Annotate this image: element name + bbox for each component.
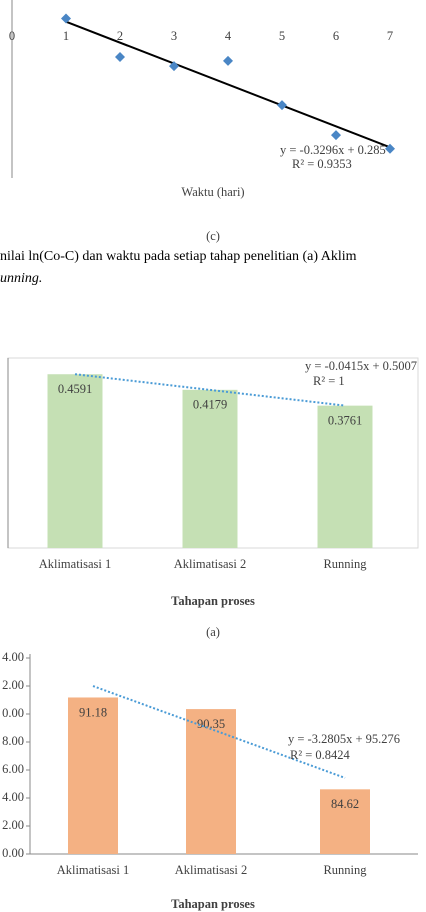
data-point bbox=[115, 51, 125, 62]
trend-line bbox=[92, 685, 346, 779]
x-tick-label: Aklimatisasi 1 bbox=[39, 557, 112, 571]
value-label: 91.18 bbox=[79, 705, 107, 719]
x-tick-label: 5 bbox=[279, 29, 285, 43]
x-tick-label: 1 bbox=[63, 29, 69, 43]
x-tick-label: Aklimatisasi 1 bbox=[57, 863, 130, 877]
trend-line bbox=[65, 20, 391, 149]
paragraph-line: unning. bbox=[0, 271, 42, 286]
equation: y = -3.2805x + 95.276 bbox=[288, 732, 400, 746]
value-label: 0.4179 bbox=[193, 398, 227, 412]
r-squared: R² = 0.8424 bbox=[290, 748, 351, 762]
x-axis-title: Tahapan proses bbox=[171, 594, 255, 608]
y-tick-label: 0.00 bbox=[2, 706, 24, 720]
caption: (c) bbox=[206, 229, 220, 243]
caption: (a) bbox=[206, 625, 220, 639]
y-tick-label: 4.00 bbox=[2, 790, 24, 804]
y-tick-label: 2.00 bbox=[2, 818, 24, 832]
value-label: 84.62 bbox=[331, 797, 359, 811]
x-axis-title: Waktu (hari) bbox=[181, 185, 244, 199]
y-tick-label: 0.00 bbox=[2, 846, 24, 860]
value-label: 0.3761 bbox=[328, 414, 362, 428]
bar bbox=[186, 709, 236, 854]
trend-line bbox=[74, 373, 346, 407]
x-tick-label: Running bbox=[323, 557, 367, 571]
y-tick-label: 2.00 bbox=[2, 678, 24, 692]
data-point bbox=[277, 100, 287, 111]
bar bbox=[317, 405, 373, 548]
x-tick-label: Aklimatisasi 2 bbox=[175, 863, 248, 877]
data-point bbox=[331, 130, 341, 141]
equation: y = -0.0415x + 0.5007 bbox=[305, 359, 417, 373]
x-tick-label: 7 bbox=[387, 29, 393, 43]
bar bbox=[68, 697, 118, 854]
bar bbox=[182, 389, 238, 548]
value-label: 90.35 bbox=[197, 717, 225, 731]
x-tick-label: 0 bbox=[9, 29, 15, 43]
y-tick-label: 4.00 bbox=[2, 650, 24, 664]
r-squared: R² = 0.9353 bbox=[292, 157, 352, 171]
r-squared: R² = 1 bbox=[313, 374, 345, 388]
paragraph-line: nilai ln(Co-C) dan waktu pada setiap tah… bbox=[0, 249, 357, 264]
data-point bbox=[61, 13, 71, 24]
bar bbox=[320, 789, 370, 854]
x-tick-label: Running bbox=[323, 863, 367, 877]
value-label: 0.4591 bbox=[58, 382, 92, 396]
x-tick-label: 6 bbox=[333, 29, 339, 43]
y-tick-label: 8.00 bbox=[2, 734, 24, 748]
x-axis-title: Tahapan proses bbox=[171, 897, 255, 911]
x-tick-label: 3 bbox=[171, 29, 177, 43]
equation: y = -0.3296x + 0.285 bbox=[280, 143, 386, 157]
bar bbox=[47, 374, 103, 548]
data-point bbox=[385, 143, 395, 154]
x-tick-label: 2 bbox=[117, 29, 123, 43]
x-tick-label: Aklimatisasi 2 bbox=[174, 557, 247, 571]
y-tick-label: 6.00 bbox=[2, 762, 24, 776]
data-point bbox=[169, 61, 179, 72]
x-tick-label: 4 bbox=[225, 29, 232, 43]
data-point bbox=[223, 55, 233, 66]
